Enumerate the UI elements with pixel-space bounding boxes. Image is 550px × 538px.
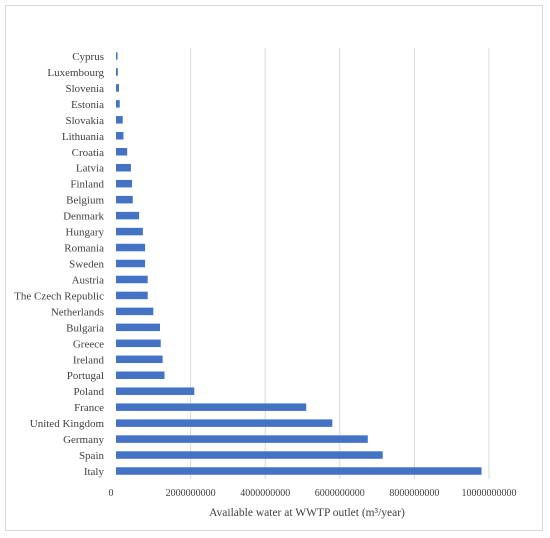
bar [116, 148, 128, 156]
category-label: United Kingdom [30, 418, 105, 430]
x-tick-label: 4000000000 [240, 488, 290, 499]
category-label: Ireland [73, 354, 105, 366]
bar [116, 291, 148, 300]
category-label: Hungary [66, 227, 105, 239]
x-tick-label: 10000000000 [462, 488, 517, 499]
category-labels: Italy Spain Germany United Kingdom France Pol… [14, 51, 104, 478]
category-label: Germany [63, 434, 104, 446]
category-label: Estonia [71, 99, 104, 111]
category-label: Slovenia [66, 83, 105, 95]
bar [116, 243, 146, 252]
x-tick-label: 6000000000 [315, 488, 365, 499]
bar [116, 100, 120, 108]
category-label: Finland [70, 179, 104, 191]
x-tick-label: 2000000000 [166, 488, 216, 499]
bar [116, 467, 482, 475]
category-label: Spain [79, 450, 105, 462]
category-label: Bulgaria [66, 322, 104, 334]
bar [116, 195, 133, 204]
category-label: Portugal [67, 370, 104, 382]
x-tick-label: 0 [109, 488, 114, 499]
bar [116, 275, 148, 284]
chart-frame [5, 5, 543, 531]
bar [116, 419, 333, 427]
bar [116, 371, 165, 379]
category-label: Greece [73, 338, 104, 350]
category-label: Slovakia [66, 115, 105, 127]
category-label: Romania [64, 243, 104, 255]
bars [116, 52, 482, 475]
category-label: France [74, 402, 104, 414]
bar [116, 355, 163, 364]
bar [116, 307, 154, 316]
bar [116, 211, 140, 220]
bar [116, 323, 161, 332]
bar [116, 403, 307, 411]
x-tick-labels: 0 2000000000 4000000000 6000000000 800000000… [109, 488, 517, 499]
bar [116, 52, 118, 60]
category-label: Latvia [76, 163, 104, 175]
category-label: Netherlands [51, 306, 104, 318]
bar [116, 387, 195, 395]
bar [116, 179, 133, 188]
bar [116, 259, 146, 268]
bar [116, 163, 131, 172]
category-label: Italy [84, 466, 105, 478]
bar [116, 116, 123, 124]
x-axis-title: Available water at WWTP outlet (m³/year) [209, 507, 405, 519]
category-label: Sweden [69, 259, 104, 271]
category-label: Luxembourg [47, 67, 104, 79]
category-label: Belgium [66, 195, 104, 207]
category-label: The Czech Republic [14, 290, 104, 302]
gridlines [190, 48, 490, 479]
bar [116, 339, 161, 348]
bar [116, 435, 368, 443]
bar [116, 227, 143, 236]
bar [116, 451, 383, 459]
category-label: Croatia [72, 147, 104, 159]
bar [116, 132, 124, 140]
category-label: Cyprus [72, 51, 104, 63]
category-label: Poland [73, 386, 104, 398]
category-label: Denmark [63, 211, 104, 223]
bar [116, 84, 119, 92]
category-label: Austria [72, 274, 105, 286]
category-label: Lithuania [62, 131, 104, 143]
x-tick-label: 8000000000 [389, 488, 439, 499]
bar [116, 68, 118, 76]
